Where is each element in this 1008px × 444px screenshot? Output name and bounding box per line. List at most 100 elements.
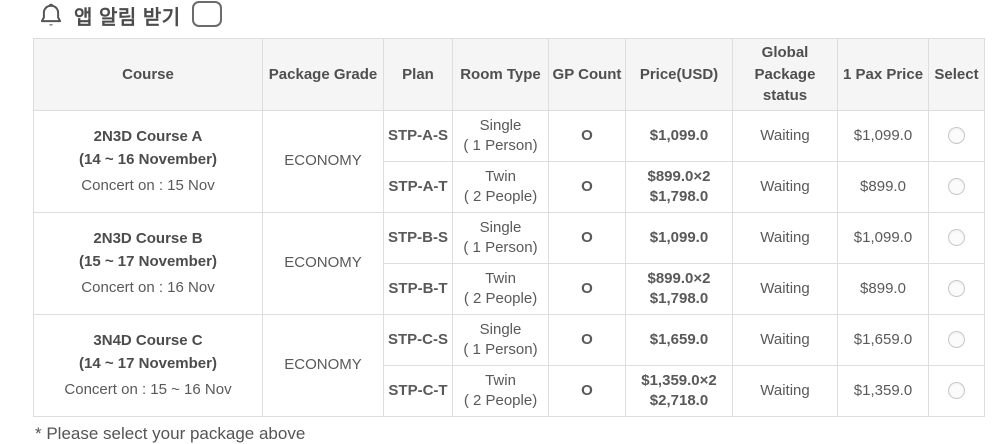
course-title: 2N3D Course A [93,128,203,146]
price-line: $1,099.0 [649,126,709,144]
price-line: $1,099.0 [649,228,709,246]
price-line: $1,359.0×2 [641,371,717,389]
room-type-cell: Twin ( 2 People) [452,365,549,417]
price-cell: $899.0×2 $1,798.0 [625,161,733,213]
table-row: 2N3D Course A (14 ~ 16 November) Concert… [33,110,985,213]
package-grade-cell: ECONOMY [262,314,384,417]
select-cell [928,365,985,417]
gp-count-cell: O [548,161,626,213]
price-cell: $1,659.0 [625,314,733,366]
course-concert-date: Concert on : 15 Nov [81,177,215,195]
select-cell [928,263,985,315]
room-type: Twin [485,371,516,389]
app-notification-bar: 앱 알림 받기 [37,0,222,30]
select-cell [928,212,985,264]
header-global-package-status: Global Package status [732,38,838,111]
gp-count-cell: O [548,314,626,366]
price-line: $899.0×2 [647,167,711,185]
app-notification-label: 앱 알림 받기 [74,6,181,29]
course-concert-date: Concert on : 16 Nov [81,279,215,297]
course-cell-b: 2N3D Course B (15 ~ 17 November) Concert… [33,212,263,315]
table-row: STP-A-T Twin ( 2 People) O $899.0×2 $1,7… [34,161,985,213]
package-grade-cell: ECONOMY [262,110,384,213]
course-title: 3N4D Course C [93,332,203,350]
price-line: $1,798.0 [649,290,709,307]
select-cell [928,110,985,162]
price-line: $1,659.0 [649,330,709,348]
plan-code: STP-C-T [383,365,453,417]
room-type: Twin [485,167,516,185]
course-concert-date: Concert on : 15 ~ 16 Nov [64,381,232,399]
course-dates: (14 ~ 17 November) [79,354,217,372]
table-row: STP-C-T Twin ( 2 People) O $1,359.0×2 $2… [34,365,985,417]
room-capacity: ( 1 Person) [463,341,538,358]
room-type: Single [479,218,522,236]
header-room-type: Room Type [452,38,549,111]
plan-code: STP-C-S [383,314,453,366]
room-type: Single [479,116,522,134]
price-line: $2,718.0 [649,392,709,409]
package-select-radio[interactable] [948,178,965,196]
pax-price-cell: $1,099.0 [837,110,929,162]
gp-count-cell: O [548,263,626,315]
package-select-radio[interactable] [948,127,965,145]
pax-price-cell: $1,659.0 [837,314,929,366]
header-course: Course [33,38,263,111]
status-cell: Waiting [732,263,838,315]
room-type-cell: Twin ( 2 People) [452,263,549,315]
gp-count-cell: O [548,212,626,264]
header-package-grade: Package Grade [262,38,384,111]
header-price-usd: Price(USD) [625,38,733,111]
package-table: Course Package Grade Plan Room Type GP C… [33,38,985,417]
room-type-cell: Single ( 1 Person) [452,110,549,162]
course-dates: (15 ~ 17 November) [79,252,217,270]
room-capacity: ( 2 People) [463,188,538,205]
room-capacity: ( 2 People) [463,290,538,307]
header-gp-count: GP Count [548,38,626,111]
room-type-cell: Twin ( 2 People) [452,161,549,213]
price-cell: $899.0×2 $1,798.0 [625,263,733,315]
status-cell: Waiting [732,110,838,162]
package-select-note: * Please select your package above [35,424,306,443]
pax-price-cell: $1,099.0 [837,212,929,264]
table-row: 2N3D Course B (15 ~ 17 November) Concert… [33,212,985,315]
status-cell: Waiting [732,161,838,213]
room-type: Twin [485,269,516,287]
app-notification-checkbox[interactable] [191,1,222,27]
room-capacity: ( 1 Person) [463,239,538,256]
plan-code: STP-B-S [383,212,453,264]
plan-code: STP-A-S [383,110,453,162]
room-capacity: ( 1 Person) [463,137,538,154]
select-cell [928,314,985,366]
status-cell: Waiting [732,365,838,417]
package-select-radio[interactable] [948,229,965,247]
package-select-radio[interactable] [948,280,965,298]
package-select-radio[interactable] [948,382,965,400]
pax-price-cell: $899.0 [837,161,929,213]
package-select-radio[interactable] [948,331,965,349]
room-type-cell: Single ( 1 Person) [452,212,549,264]
pax-price-cell: $899.0 [837,263,929,315]
price-cell: $1,359.0×2 $2,718.0 [625,365,733,417]
course-cell-a: 2N3D Course A (14 ~ 16 November) Concert… [33,110,263,213]
price-cell: $1,099.0 [625,110,733,162]
select-cell [928,161,985,213]
price-cell: $1,099.0 [625,212,733,264]
plan-code: STP-B-T [383,263,453,315]
bell-icon [40,3,62,26]
status-cell: Waiting [732,212,838,264]
room-type-cell: Single ( 1 Person) [452,314,549,366]
table-header-row: Course Package Grade Plan Room Type GP C… [33,38,985,111]
gp-count-cell: O [548,365,626,417]
status-cell: Waiting [732,314,838,366]
gp-count-cell: O [548,110,626,162]
room-type: Single [479,320,522,338]
header-1-pax-price: 1 Pax Price [837,38,929,111]
table-row: 3N4D Course C (14 ~ 17 November) Concert… [33,314,985,417]
course-cell-c: 3N4D Course C (14 ~ 17 November) Concert… [33,314,263,417]
price-line: $899.0×2 [647,269,711,287]
price-line: $1,798.0 [649,188,709,205]
header-select: Select [928,38,985,111]
course-dates: (14 ~ 16 November) [79,150,217,168]
package-grade-cell: ECONOMY [262,212,384,315]
